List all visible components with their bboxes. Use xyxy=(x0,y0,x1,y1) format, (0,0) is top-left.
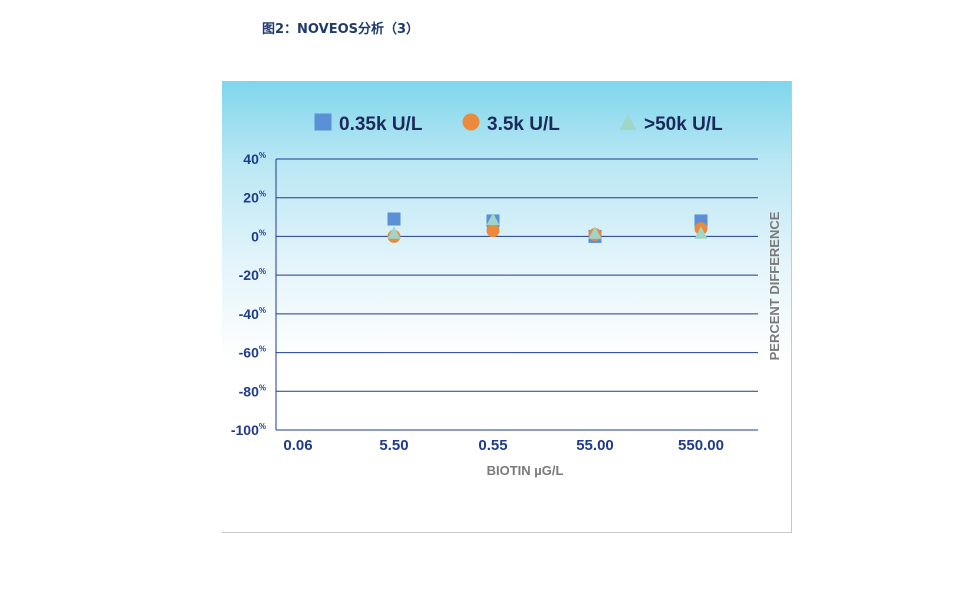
square-point xyxy=(387,212,401,226)
triangle-point xyxy=(486,212,500,226)
x-tick-label: 0.55 xyxy=(478,437,507,454)
legend-square-icon xyxy=(314,113,332,131)
y-tick-label: 40% xyxy=(243,151,266,167)
y-tick-label: -100% xyxy=(231,422,266,438)
legend-label: >50k U/L xyxy=(644,114,723,135)
triangle-point xyxy=(588,226,602,239)
legend-label: 3.5k U/L xyxy=(487,114,560,135)
x-tick-label: 0.06 xyxy=(283,437,312,454)
legend-circle-icon xyxy=(462,113,480,131)
x-tick-label: 550.00 xyxy=(678,437,724,454)
y-tick-label: 20% xyxy=(243,190,266,206)
x-tick-label: 5.50 xyxy=(379,437,408,454)
chart-legend: 0.35k U/L 3.5k U/L >50k U/L xyxy=(314,113,723,135)
y-tick-label: 0% xyxy=(251,228,266,244)
chart-points xyxy=(387,212,708,243)
y-tick-label: -20% xyxy=(239,267,266,283)
y-tick-label: -40% xyxy=(239,306,266,322)
triangle-point xyxy=(694,226,708,239)
circle-point xyxy=(486,224,500,238)
x-tick-label: 55.00 xyxy=(576,437,614,454)
legend-triangle-icon xyxy=(619,113,637,131)
scatter-chart: 0.35k U/L 3.5k U/L >50k U/L 40% 20% 0% -20% -4… xyxy=(231,113,782,478)
triangle-point xyxy=(387,226,401,239)
y-tick-label: -60% xyxy=(239,345,266,361)
chart-figure: 0.35k U/L 3.5k U/L >50k U/L 40% 20% 0% -20% -4… xyxy=(222,81,792,533)
chart-gridlines xyxy=(275,158,758,431)
x-axis-ticks: 0.06 5.50 0.55 55.00 550.00 xyxy=(283,437,724,454)
y-axis-ticks: 40% 20% 0% -20% -40% -60% -80% -100% xyxy=(231,151,266,438)
legend-label: 0.35k U/L xyxy=(339,114,423,135)
x-axis-title: BIOTIN µG/L xyxy=(487,463,564,478)
y-axis-title: PERCENT DIFFERENCE xyxy=(767,211,782,360)
figure-caption: 图2：NOVEOS分析（3） xyxy=(262,22,420,37)
y-tick-label: -80% xyxy=(239,383,266,399)
